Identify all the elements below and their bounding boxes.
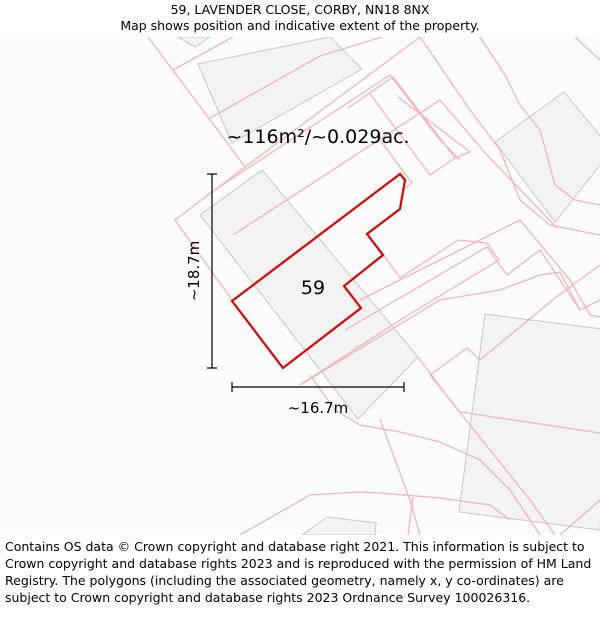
map-header: 59, LAVENDER CLOSE, CORBY, NN18 8NX Map …	[0, 0, 600, 37]
width-dimension-label: ~16.7m	[288, 399, 349, 417]
parcel-boundaries	[147, 37, 600, 535]
property-boundary[interactable]	[230, 172, 407, 370]
dimension-lines	[207, 173, 405, 392]
copyright-text: Contains OS data © Crown copyright and d…	[5, 539, 592, 605]
plot-number-label: 59	[301, 277, 325, 299]
building	[301, 516, 377, 535]
property-map[interactable]: ~116m²/~0.029ac. 59 ~18.7m ~16.7m	[0, 37, 600, 535]
copyright-notice: Contains OS data © Crown copyright and d…	[5, 538, 597, 606]
property-address: 59, LAVENDER CLOSE, CORBY, NN18 8NX	[170, 2, 430, 17]
building	[197, 37, 363, 144]
area-label: ~116m²/~0.029ac.	[226, 126, 409, 148]
height-dimension-label: ~18.7m	[185, 241, 203, 302]
building	[177, 37, 211, 48]
map-subtitle: Map shows position and indicative extent…	[120, 18, 480, 33]
